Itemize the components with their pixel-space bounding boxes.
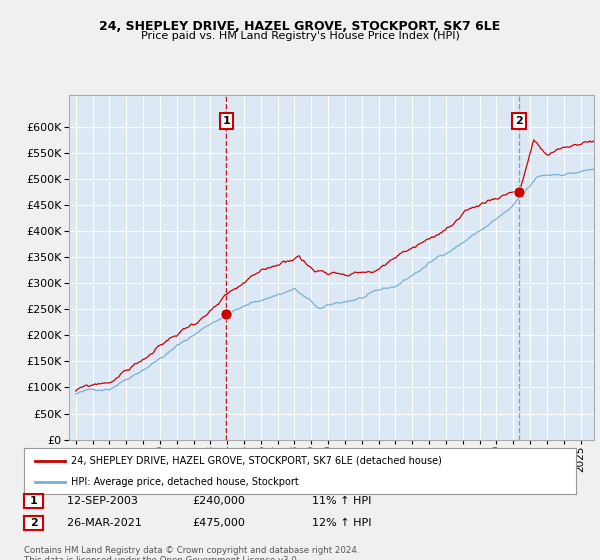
- Text: 2: 2: [30, 518, 37, 528]
- Text: 26-MAR-2021: 26-MAR-2021: [60, 518, 142, 528]
- Text: £475,000: £475,000: [192, 518, 245, 528]
- Text: 1: 1: [223, 116, 230, 126]
- Text: 1: 1: [30, 496, 37, 506]
- Text: £240,000: £240,000: [192, 496, 245, 506]
- Text: 2: 2: [515, 116, 523, 126]
- Text: Contains HM Land Registry data © Crown copyright and database right 2024.
This d: Contains HM Land Registry data © Crown c…: [24, 546, 359, 560]
- Text: 24, SHEPLEY DRIVE, HAZEL GROVE, STOCKPORT, SK7 6LE: 24, SHEPLEY DRIVE, HAZEL GROVE, STOCKPOR…: [100, 20, 500, 32]
- Text: 11% ↑ HPI: 11% ↑ HPI: [312, 496, 371, 506]
- Text: Price paid vs. HM Land Registry's House Price Index (HPI): Price paid vs. HM Land Registry's House …: [140, 31, 460, 41]
- Text: 24, SHEPLEY DRIVE, HAZEL GROVE, STOCKPORT, SK7 6LE (detached house): 24, SHEPLEY DRIVE, HAZEL GROVE, STOCKPOR…: [71, 456, 442, 466]
- Text: 12% ↑ HPI: 12% ↑ HPI: [312, 518, 371, 528]
- Text: 12-SEP-2003: 12-SEP-2003: [60, 496, 138, 506]
- Text: HPI: Average price, detached house, Stockport: HPI: Average price, detached house, Stoc…: [71, 477, 299, 487]
